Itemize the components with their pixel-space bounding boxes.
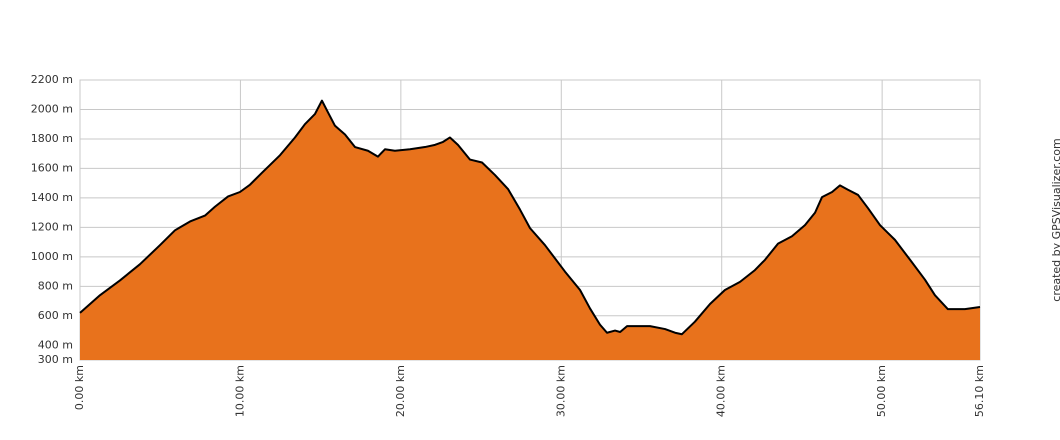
y-tick-label: 2200 m [31,73,73,86]
y-tick-label: 800 m [38,279,73,292]
x-tick-label: 56.10 km [973,365,986,417]
x-tick-label: 30.00 km [554,365,567,417]
x-tick-label: 10.00 km [233,365,246,417]
y-tick-label: 1000 m [31,250,73,263]
y-tick-label: 1600 m [31,161,73,174]
x-tick-label: 50.00 km [875,365,888,417]
elevation-line [79,99,981,336]
x-tick-label: 0.00 km [73,365,86,410]
y-tick-label: 2000 m [31,102,73,115]
elevation-area [80,100,980,360]
y-tick-label: 1400 m [31,191,73,204]
y-tick-label: 400 m [38,338,73,351]
y-tick-label: 600 m [38,309,73,322]
credit: created by GPSVisualizer.com [1050,138,1060,301]
x-tick-label: 40.00 km [715,365,728,417]
x-tick-label: 20.00 km [394,365,407,417]
y-tick-label: 1200 m [31,220,73,233]
y-tick-label: 1800 m [31,132,73,145]
y-tick-label: 300 m [38,353,73,366]
